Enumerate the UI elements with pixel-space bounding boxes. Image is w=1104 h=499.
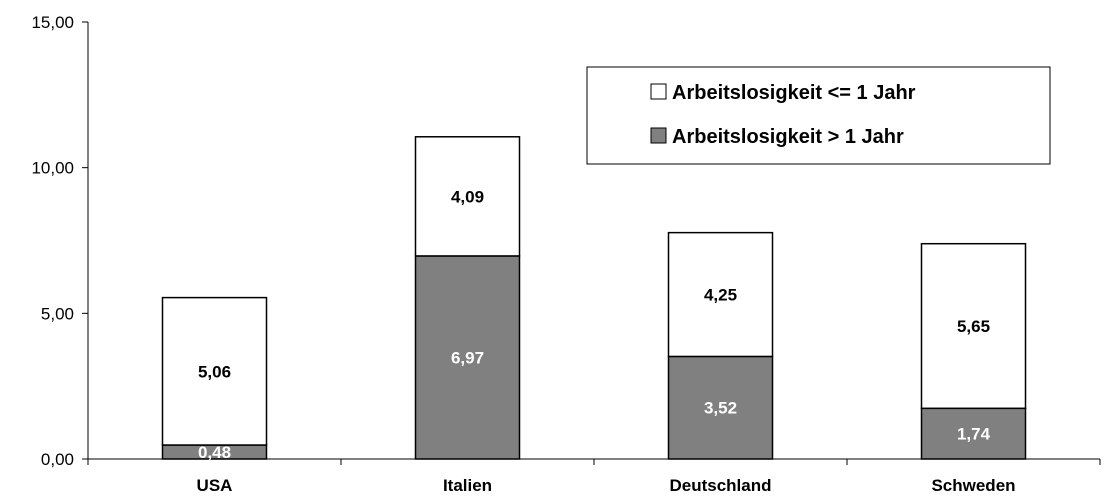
y-tick-label: 10,00 <box>31 159 74 178</box>
y-tick-label: 15,00 <box>31 13 74 32</box>
legend-swatch-long-term <box>650 127 667 144</box>
data-label: 5,65 <box>957 317 990 336</box>
bar-segment <box>414 136 521 257</box>
data-label: 1,74 <box>957 425 991 444</box>
bar-segment <box>667 231 774 358</box>
data-label: 6,97 <box>451 348 484 367</box>
legend-label-short-term: Arbeitslosigkeit <= 1 Jahr <box>672 82 916 104</box>
data-label: 5,06 <box>198 362 231 381</box>
data-label: 4,25 <box>704 286 737 305</box>
bar-segment <box>414 255 521 460</box>
data-label: 4,09 <box>451 187 484 206</box>
bar-segment <box>920 242 1027 410</box>
x-category-label: Italien <box>443 476 492 495</box>
legend-swatch-short-term <box>650 83 667 100</box>
legend-box <box>586 66 1051 165</box>
x-category-label: Deutschland <box>669 476 771 495</box>
legend-label-long-term: Arbeitslosigkeit > 1 Jahr <box>672 126 904 148</box>
bar-segment <box>920 407 1027 460</box>
y-tick-label: 0,00 <box>41 450 74 469</box>
legend: Arbeitslosigkeit <= 1 Jahr Arbeitslosigk… <box>586 66 1051 165</box>
bars: 0,48 5,06 6,97 4,09 3,52 4,25 1,74 5,65 <box>161 136 1027 462</box>
y-tick-label: 5,00 <box>41 304 74 323</box>
data-label: 3,52 <box>704 399 737 418</box>
x-category-label: Schweden <box>931 476 1015 495</box>
bar-segment <box>161 296 268 446</box>
bar-segment <box>667 355 774 460</box>
data-label: 0,48 <box>198 443 231 462</box>
x-category-label: USA <box>197 476 233 495</box>
